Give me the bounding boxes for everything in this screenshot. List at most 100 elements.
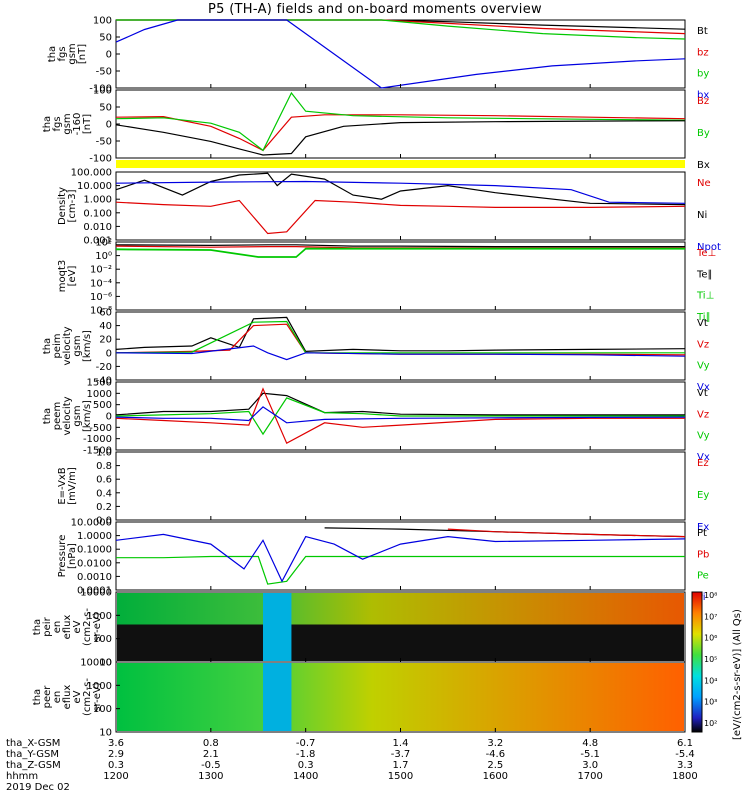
y-axis-label: tha xyxy=(42,338,53,354)
y-tick-label: 0.1000 xyxy=(77,545,112,556)
y-tick-label: -1500 xyxy=(83,446,112,457)
series-bfgs-bx xyxy=(115,19,686,89)
y-tick-label: 10⁻⁶ xyxy=(90,292,112,303)
y-tick-label: 100 xyxy=(93,634,112,645)
y-tick-label: 0 xyxy=(106,50,112,61)
legend-entry-density: Ne xyxy=(697,178,711,189)
spectrogram-espec xyxy=(117,663,684,731)
y-tick-label: 10.0000 xyxy=(71,518,112,529)
x-axis-value: 0.8 xyxy=(203,738,219,749)
series-density-Ni xyxy=(115,172,686,206)
x-axis-value: 1300 xyxy=(198,771,223,782)
y-axis-label: E=-VxB xyxy=(57,467,68,504)
y-axis-label: [cm-3] xyxy=(67,189,78,222)
y-tick-label: -40 xyxy=(96,376,112,387)
y-tick-label: 0.0100 xyxy=(77,558,112,569)
x-axis-value: 2.5 xyxy=(487,760,503,771)
series-density-Npot xyxy=(115,180,686,204)
x-axis-row-label: tha_Y-GSM xyxy=(6,749,59,760)
y-tick-label: 0.2 xyxy=(96,502,112,513)
legend-entry-bfgs: bx xyxy=(697,90,709,101)
y-tick-label: 1.0 xyxy=(96,448,112,459)
y-tick-label: 0.001 xyxy=(83,236,112,247)
legend-entry-bfgs_bg: Bz xyxy=(697,96,709,107)
y-tick-label: 0.0 xyxy=(96,516,112,527)
y-axis-label: gsm xyxy=(72,335,83,356)
y-axis-label: en xyxy=(52,691,63,704)
colorbar-tick: 10⁵ xyxy=(704,655,717,664)
y-tick-label: 10⁰ xyxy=(95,251,112,262)
y-tick-label: 10.000 xyxy=(77,181,112,192)
y-tick-label: 0 xyxy=(106,412,112,423)
y-tick-label: 100.000 xyxy=(71,168,112,179)
y-axis-label: [nT] xyxy=(82,114,93,134)
legend-entry-ivel: Vy xyxy=(697,361,710,372)
series-ivel-Vx xyxy=(115,345,686,361)
legend-entry-pressure: Pe xyxy=(697,571,709,582)
y-tick-label: 0.4 xyxy=(96,488,112,499)
chart-title: P5 (TH-A) fields and on-board moments ov… xyxy=(208,2,542,17)
series-evel-Vx xyxy=(115,406,686,424)
y-tick-label: 1.000 xyxy=(83,195,112,206)
y-tick-label: 0.0001 xyxy=(77,586,112,597)
y-axis-label: gsm xyxy=(67,43,78,64)
x-axis-value: -4.6 xyxy=(486,749,506,760)
series-bfgs_bg-Bx xyxy=(115,120,686,156)
x-axis-value: 0.3 xyxy=(108,760,124,771)
y-axis-label: gsm xyxy=(62,113,73,134)
x-axis-value: 0.3 xyxy=(298,760,314,771)
legend-entry-evel: Vy xyxy=(697,431,710,442)
x-axis-value: 3.3 xyxy=(677,760,693,771)
x-axis-value: 3.2 xyxy=(487,738,503,749)
y-tick-label: 10000 xyxy=(80,658,112,669)
x-axis-value: -5.1 xyxy=(580,749,600,760)
y-axis-label: en xyxy=(52,621,63,634)
x-axis-value: 1.4 xyxy=(393,738,409,749)
y-tick-label: 1500 xyxy=(87,378,112,389)
series-ivel-Vy xyxy=(115,320,685,354)
y-tick-label: 0.6 xyxy=(96,475,112,486)
y-axis-label: fgs xyxy=(52,116,63,131)
spectrogram-gap xyxy=(262,663,292,731)
y-axis-label: peem xyxy=(52,402,63,430)
y-tick-label: 0.100 xyxy=(83,208,112,219)
y-axis-label: peer xyxy=(42,685,53,709)
legend-entry-bfgs: bz xyxy=(697,47,709,58)
legend-entry-evel: Vx xyxy=(697,452,710,463)
legend-entry-ivel: Vt xyxy=(697,318,708,329)
y-axis-label: eV xyxy=(72,690,83,703)
series-temp-Te∥ xyxy=(115,244,685,248)
colorbar-tick: 10⁴ xyxy=(704,676,717,685)
x-axis-row-label: tha_Z-GSM xyxy=(6,760,61,771)
x-axis-value: 1200 xyxy=(103,771,128,782)
legend-entry-density: Ni xyxy=(697,210,707,221)
x-axis-value: 1800 xyxy=(672,771,697,782)
x-axis-value: 3.6 xyxy=(108,738,124,749)
y-tick-label: 10 xyxy=(99,658,112,669)
series-pressure-Pi xyxy=(115,533,686,583)
x-axis-row-label: tha_X-GSM xyxy=(6,738,60,749)
x-axis-value: 4.8 xyxy=(582,738,598,749)
y-axis-label: -160 xyxy=(72,113,83,136)
y-axis-label: fgs xyxy=(57,46,68,61)
spectrogram-band xyxy=(117,593,684,625)
y-tick-label: 100 xyxy=(93,86,112,97)
x-axis-value: 6.1 xyxy=(677,738,693,749)
x-axis-value: 1700 xyxy=(577,771,602,782)
y-tick-label: 10 xyxy=(99,728,112,739)
y-axis-label: (cm2-s- xyxy=(82,678,93,716)
y-axis-label: eV xyxy=(72,620,83,633)
y-tick-label: -500 xyxy=(89,423,112,434)
colorbar-label: [eV/(cm2-s-sr-eV)] (All Qs) xyxy=(732,609,743,740)
series-evel-Vy xyxy=(115,397,685,436)
x-axis-value: 1600 xyxy=(483,771,508,782)
x-axis-value: -5.4 xyxy=(675,749,695,760)
y-axis-label: peim xyxy=(52,333,63,358)
series-bfgs-by xyxy=(116,19,686,40)
y-tick-label: 10000 xyxy=(80,588,112,599)
y-tick-label: 0.0010 xyxy=(77,572,112,583)
spectrogram-gap xyxy=(262,593,292,661)
y-axis-label: velocity xyxy=(62,326,73,365)
y-axis-label: eflux xyxy=(62,615,73,640)
